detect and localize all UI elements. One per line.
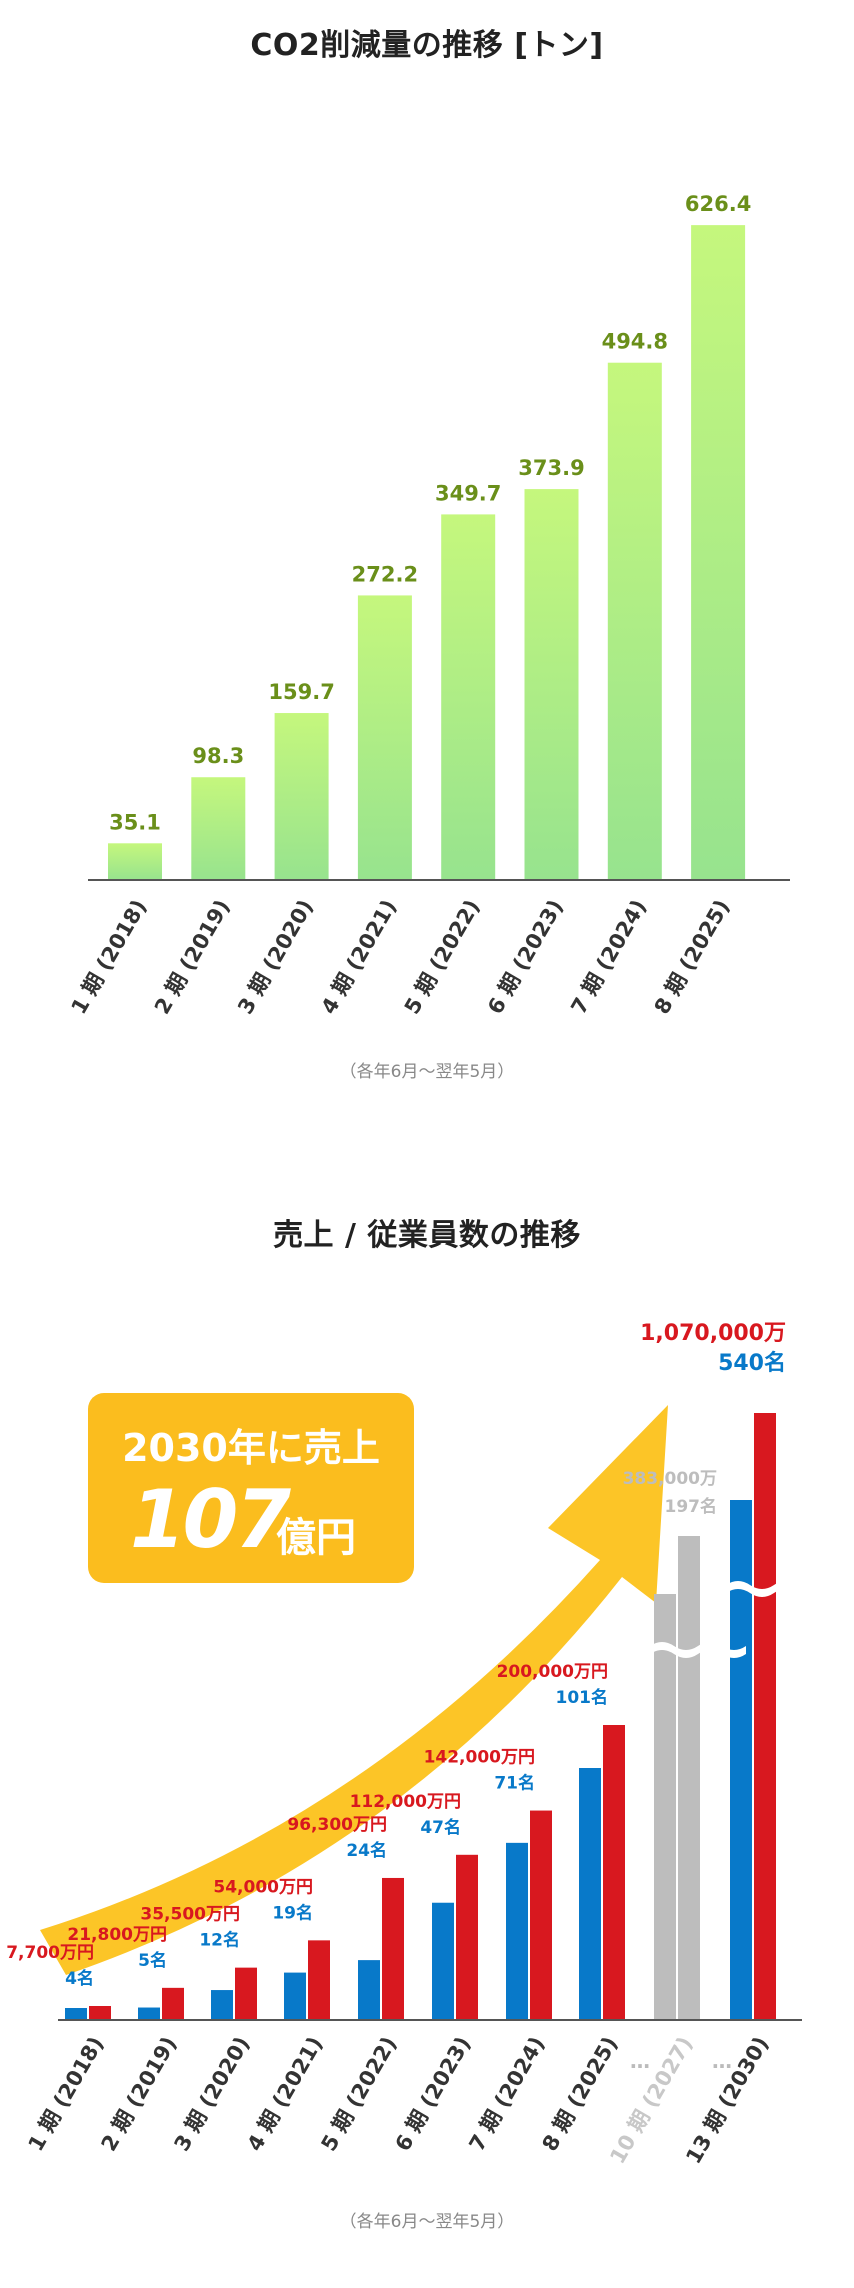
co2-bar	[108, 843, 162, 880]
co2-bar	[691, 225, 746, 881]
employee-value-label: 101名	[556, 1687, 609, 1708]
sales-category-label: 4 期 (2021)	[243, 2033, 328, 2156]
sales-bar	[678, 1536, 700, 2020]
sales-category-label: 2 期 (2019)	[97, 2033, 182, 2156]
sales-category-label: 6 期 (2023)	[391, 2033, 476, 2156]
employee-value-label: 5名	[138, 1950, 167, 1971]
employee-value-label: 540名	[718, 1350, 786, 1376]
sales-category-label: 7 期 (2024)	[465, 2033, 550, 2156]
sales-category-label: 10 期 (2027)	[605, 2033, 697, 2168]
co2-value-label: 35.1	[109, 810, 161, 834]
axis-break-mark	[726, 1581, 822, 1597]
employee-bar	[358, 1960, 380, 2020]
sales-value-label: 200,000万円	[497, 1662, 608, 1682]
sales-bar	[754, 1413, 776, 2020]
sales-target-callout: 2030年に売上 107 億円	[88, 1393, 414, 1583]
employee-value-label: 71名	[494, 1773, 535, 1794]
sales-value-label: 54,000万円	[213, 1877, 313, 1897]
sales-category-label: 8 期 (2025)	[538, 2033, 623, 2156]
co2-value-label: 272.2	[352, 562, 418, 586]
sales-value-label: 21,800万円	[67, 1925, 167, 1945]
sales-value-label: 142,000万円	[424, 1748, 535, 1768]
growth-arrow	[40, 1405, 668, 1975]
employee-bar	[211, 1990, 233, 2020]
sales-bar	[456, 1854, 478, 2020]
sales-value-label: 383,000万	[623, 1469, 717, 1489]
employee-value-label: 4名	[65, 1968, 94, 1989]
chart-title-co2: CO2削減量の推移 [トン]	[250, 28, 604, 63]
co2-bar	[357, 595, 412, 880]
sales-bar	[89, 2006, 111, 2020]
co2-value-label: 349.7	[435, 481, 501, 505]
sales-category-label: 1 期 (2018)	[24, 2033, 109, 2156]
co2-bar	[191, 777, 246, 880]
employee-value-label: 24名	[346, 1840, 387, 1861]
callout-line1: 2030年に売上	[122, 1426, 380, 1470]
employee-value-label: 197名	[665, 1496, 718, 1517]
employee-value-label: 12名	[199, 1930, 240, 1951]
callout-unit: 億円	[276, 1515, 356, 1561]
co2-value-label: 159.7	[268, 680, 334, 704]
sales-bar	[235, 1967, 257, 2020]
co2-bar	[607, 362, 662, 880]
co2-bar	[441, 514, 496, 880]
gap-ellipsis: …	[630, 2049, 650, 2073]
sales-value-label: 112,000万円	[350, 1792, 461, 1812]
sales-value-label: 96,300万円	[287, 1815, 387, 1835]
co2-bar	[524, 489, 579, 880]
employee-bar	[138, 2007, 160, 2020]
employee-bar	[730, 1500, 752, 2020]
co2-chart: 35.11 期 (2018)98.32 期 (2019)159.73 期 (20…	[67, 192, 790, 1018]
employee-bar	[654, 1594, 676, 2020]
co2-value-label: 626.4	[685, 192, 751, 216]
sales-period-note: （各年6月〜翌年5月）	[339, 2212, 515, 2232]
co2-value-label: 494.8	[602, 330, 668, 354]
co2-value-label: 98.3	[192, 744, 244, 768]
sales-bar	[162, 1987, 184, 2020]
gap-ellipsis: …	[712, 2049, 732, 2073]
employee-bar	[579, 1768, 601, 2020]
chart-title-sales: 売上 / 従業員数の推移	[273, 1218, 581, 1253]
employee-value-label: 47名	[420, 1817, 461, 1838]
co2-value-label: 373.9	[518, 456, 584, 480]
sales-bar	[530, 1810, 552, 2020]
sales-category-label: 5 期 (2022)	[317, 2033, 402, 2156]
employee-bar	[432, 1902, 454, 2020]
sales-value-label: 1,070,000万	[640, 1321, 786, 1346]
employee-bar	[284, 1972, 306, 2020]
sales-bar	[603, 1725, 625, 2020]
sales-bar	[382, 1877, 404, 2020]
employee-value-label: 19名	[272, 1902, 313, 1923]
axis-break-mark	[650, 1642, 746, 1658]
co2-bar	[274, 713, 329, 880]
sales-category-label: 3 期 (2020)	[170, 2033, 255, 2156]
sales-value-label: 35,500万円	[140, 1905, 240, 1925]
employee-bar	[65, 2008, 87, 2020]
callout-amount: 107	[130, 1473, 291, 1566]
sales-bar	[308, 1940, 330, 2020]
employee-bar	[506, 1842, 528, 2020]
co2-period-note: （各年6月〜翌年5月）	[339, 1062, 515, 1082]
sales-value-label: 7,700万円	[6, 1943, 94, 1963]
